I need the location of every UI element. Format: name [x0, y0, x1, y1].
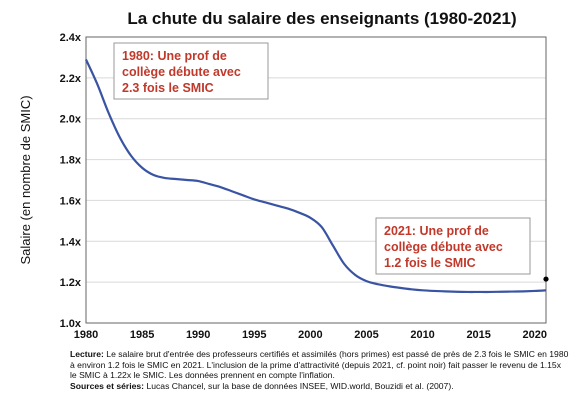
x-tick-label: 2020 [523, 329, 547, 341]
chart-footer: Lecture: Le salaire brut d'entrée des pr… [70, 349, 570, 391]
chart: La chute du salaire des enseignants (198… [18, 9, 549, 341]
sources-label: Sources et séries: [70, 380, 145, 391]
x-tick-label: 2000 [298, 329, 322, 341]
annotation-2021: 2021: Une prof de collège débute avec 1.… [375, 217, 531, 275]
annotation-2021-line-1: 2021: Une prof de [384, 224, 489, 238]
series-layer [84, 59, 549, 294]
lecture-label: Lecture: [70, 349, 104, 359]
sources-text: Lucas Chancel, sur la base de données IN… [146, 380, 454, 391]
y-tick-label: 2.2x [60, 73, 82, 85]
y-tick-label: 2.0x [60, 114, 82, 126]
y-tick-label: 1.8x [60, 155, 82, 167]
annotation-2021-box [375, 217, 531, 275]
bonus-point [543, 276, 549, 282]
annotation-1980-line-2: collège débute avec [122, 65, 241, 79]
y-tick-label: 1.4x [60, 236, 82, 248]
y-axis-label: Salaire (en nombre de SMIC) [18, 95, 33, 264]
chart-title: La chute du salaire des enseignants (198… [127, 9, 516, 28]
x-axis: 1980 1985 1990 1995 2000 2005 2010 2015 2020 [74, 329, 547, 341]
y-axis: 1.0x 1.2x 1.4x 1.6x 1.8x 2.0x 2.2x 2.4x [60, 32, 82, 330]
x-tick-label: 1995 [242, 329, 266, 341]
x-tick-label: 2005 [354, 329, 378, 341]
x-tick-label: 2010 [410, 329, 434, 341]
lecture-text: Le salaire brut d'entrée des professeurs… [70, 349, 569, 381]
annotation-2021-line-3: 1.2 fois le SMIC [384, 256, 476, 270]
annotation-1980-line-1: 1980: Une prof de [122, 49, 227, 63]
y-tick-label: 2.4x [60, 32, 82, 44]
x-tick-label: 1985 [130, 329, 154, 341]
series-line [84, 59, 547, 294]
y-tick-label: 1.6x [60, 195, 82, 207]
annotation-1980-line-3: 2.3 fois le SMIC [122, 81, 214, 95]
annotation-1980-box [113, 42, 269, 100]
y-tick-label: 1.0x [60, 318, 82, 330]
annotation-2021-line-2: collège débute avec [384, 240, 503, 254]
plot-frame [85, 36, 547, 324]
lecture-note: Lecture: Le salaire brut d'entrée des pr… [70, 349, 570, 381]
x-tick-label: 2015 [466, 329, 490, 341]
x-tick-label: 1990 [186, 329, 210, 341]
x-tick-label: 1980 [74, 329, 98, 341]
annotation-1980: 1980: Une prof de collège débute avec 2.… [113, 42, 269, 100]
y-tick-label: 1.2x [60, 277, 82, 289]
sources-note: Sources et séries: Lucas Chancel, sur la… [70, 381, 570, 392]
